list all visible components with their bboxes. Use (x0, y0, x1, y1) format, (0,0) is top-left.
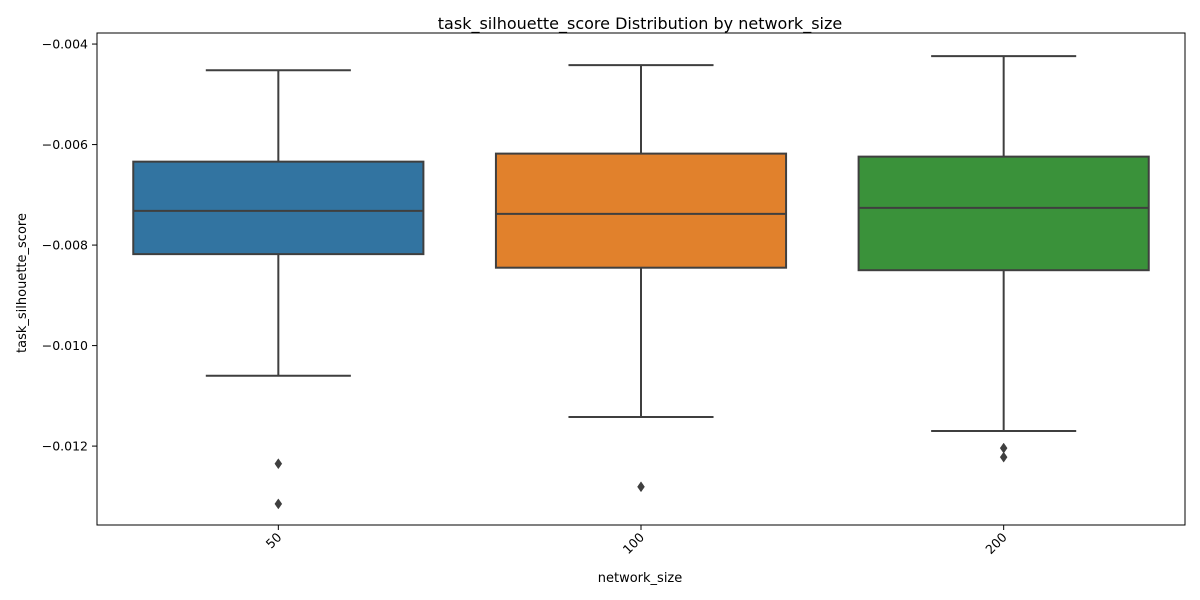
chart-title: task_silhouette_score Distribution by ne… (438, 14, 842, 34)
x-axis: 50 100 200 (263, 525, 1010, 557)
plot-area (132, 55, 1150, 510)
box-group-50 (132, 69, 425, 510)
x-tick-label: 100 (620, 529, 648, 557)
x-tick-label: 200 (982, 529, 1010, 557)
y-tick-label: −0.008 (42, 238, 88, 253)
box-iqr (494, 152, 788, 269)
outlier-point (274, 458, 283, 470)
box-group-100 (494, 64, 788, 493)
y-axis: −0.004 −0.006 −0.008 −0.010 −0.012 (42, 37, 97, 454)
outlier-point (999, 442, 1008, 454)
outlier-point (999, 451, 1008, 463)
y-tick-label: −0.004 (42, 37, 88, 52)
y-tick-label: −0.006 (42, 137, 88, 152)
box-iqr (857, 155, 1150, 272)
box-iqr (132, 160, 425, 256)
x-axis-label: network_size (598, 571, 683, 586)
x-tick-label: 50 (263, 529, 285, 551)
y-tick-label: −0.010 (42, 338, 88, 353)
y-axis-label: task_silhouette_score (15, 213, 30, 353)
outlier-point (637, 481, 645, 493)
y-tick-label: −0.012 (42, 439, 88, 454)
outlier-point (274, 498, 283, 510)
box-group-200 (857, 55, 1150, 463)
